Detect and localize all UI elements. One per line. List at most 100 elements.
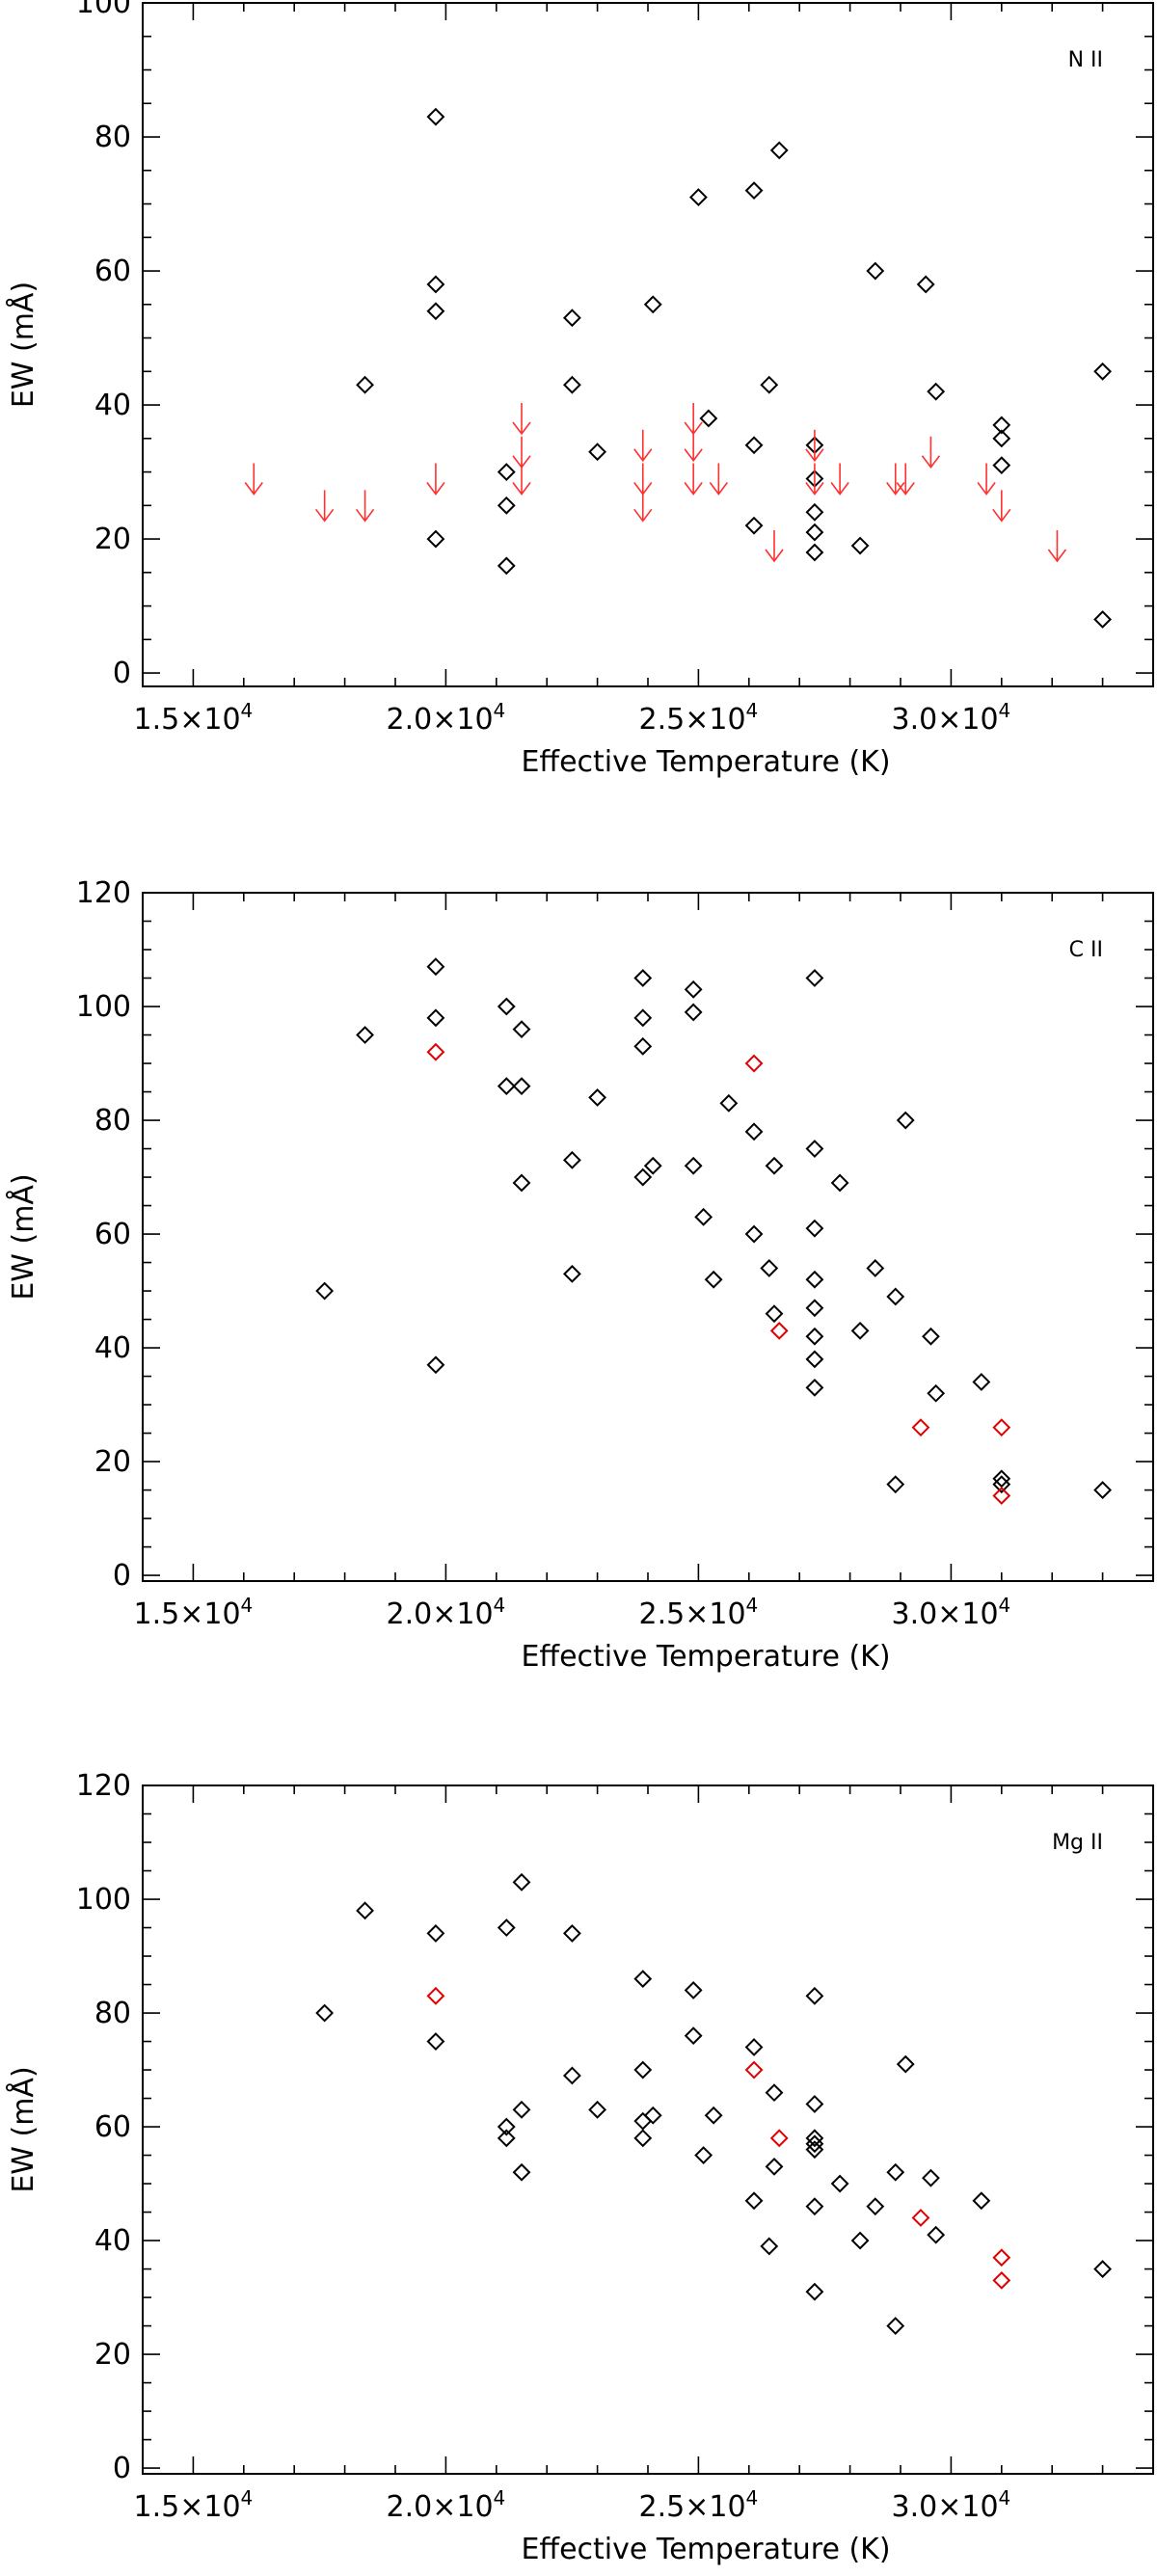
data-point (633, 2111, 653, 2131)
data-point (562, 2066, 581, 2085)
data-point (765, 2083, 784, 2103)
x-tick-label: 2.5×104 (639, 1594, 759, 1631)
data-point (643, 2106, 662, 2125)
data-point (805, 1350, 824, 1369)
data-point (562, 309, 581, 328)
upper-limit-arrow (992, 490, 1011, 523)
upper-limit-arrow (512, 402, 531, 436)
data-point (497, 1077, 516, 1096)
data-point (699, 409, 718, 428)
data-point (633, 2060, 653, 2080)
data-point (992, 456, 1011, 475)
upper-limit-arrow (633, 463, 653, 496)
data-point (769, 2129, 789, 2148)
data-point (497, 556, 516, 576)
y-tick-label: 60 (94, 2110, 131, 2144)
data-point (886, 1475, 905, 1494)
x-axis-title: Effective Temperature (K) (521, 1640, 890, 1674)
y-tick-label: 60 (94, 255, 131, 288)
data-point (805, 2197, 824, 2216)
upper-limit-arrow (805, 429, 824, 463)
data-point (562, 375, 581, 394)
upper-limit-arrow (512, 436, 531, 470)
upper-limit-arrow (830, 463, 849, 496)
upper-limit-arrow (684, 429, 703, 463)
y-tick-label: 20 (94, 523, 131, 556)
data-point (805, 1219, 824, 1238)
data-point (805, 543, 824, 562)
data-point (805, 523, 824, 542)
data-point (866, 261, 885, 281)
data-point (497, 1919, 516, 1937)
upper-limit-arrow (1047, 530, 1067, 563)
upper-limit-arrow (977, 463, 996, 496)
data-point (744, 1224, 764, 1244)
data-point (805, 502, 824, 522)
data-point (972, 2191, 991, 2211)
upper-limit-arrow (512, 463, 531, 496)
x-tick-label: 3.0×104 (892, 2486, 1011, 2524)
data-point (805, 2140, 824, 2160)
data-point (426, 1355, 445, 1375)
y-tick-label: 40 (94, 1331, 131, 1365)
data-point (805, 1299, 824, 1318)
panel-label: Mg II (1052, 1831, 1103, 1855)
x-tick-label: 2.0×104 (387, 2486, 506, 2524)
data-point (497, 997, 516, 1016)
data-point (916, 275, 935, 294)
data-point (512, 1020, 531, 1039)
y-tick-label: 100 (76, 0, 131, 20)
data-point (562, 1150, 581, 1169)
data-point (850, 1321, 870, 1340)
data-point (1093, 2260, 1113, 2278)
data-point (356, 375, 374, 394)
data-point (992, 1487, 1011, 1505)
data-point (760, 1259, 779, 1277)
data-point (497, 2117, 516, 2136)
data-point (769, 1321, 789, 1340)
data-point (922, 1327, 940, 1346)
y-tick-label: 80 (94, 1997, 131, 2030)
data-point (512, 2162, 531, 2182)
data-point (805, 2095, 824, 2113)
data-point (765, 1156, 784, 1175)
data-point (633, 1036, 653, 1056)
data-point (512, 1173, 531, 1193)
data-point (1093, 1481, 1113, 1500)
plot-frame (142, 2, 1154, 687)
x-tick-label: 1.5×104 (134, 699, 254, 737)
upper-limit-arrow (805, 463, 824, 496)
data-point (850, 2231, 870, 2250)
data-point (315, 1281, 335, 1301)
data-point (512, 2100, 531, 2119)
data-point (643, 1156, 662, 1175)
data-point (744, 181, 764, 201)
data-point (911, 2209, 930, 2227)
x-tick-label: 3.0×104 (892, 699, 1011, 737)
data-point (744, 2060, 764, 2080)
data-point (992, 429, 1011, 448)
data-point (744, 2038, 764, 2056)
x-tick-label: 2.5×104 (639, 699, 759, 737)
y-tick-label: 40 (94, 2224, 131, 2258)
y-tick-label: 60 (94, 1218, 131, 1251)
data-point (633, 1008, 653, 1028)
data-point (805, 2282, 824, 2301)
upper-limit-arrow (684, 402, 703, 436)
data-point (588, 443, 607, 462)
data-point (992, 2248, 1011, 2267)
data-point (633, 1167, 653, 1187)
panel-2: 1.5×104 2.0×104 2.5×104 3.0×104 0 20 40 60 80 100… (6, 876, 1154, 1674)
data-point (850, 536, 870, 555)
data-point (992, 1475, 1011, 1494)
data-point (694, 2146, 713, 2164)
data-point (356, 1026, 374, 1044)
data-point (315, 2003, 335, 2023)
x-tick-label: 2.0×104 (387, 699, 506, 737)
y-tick-label: 120 (76, 876, 131, 910)
data-point (497, 463, 516, 481)
data-point (927, 1383, 946, 1403)
data-point (805, 2129, 824, 2148)
plot-frame (142, 1784, 1154, 2475)
